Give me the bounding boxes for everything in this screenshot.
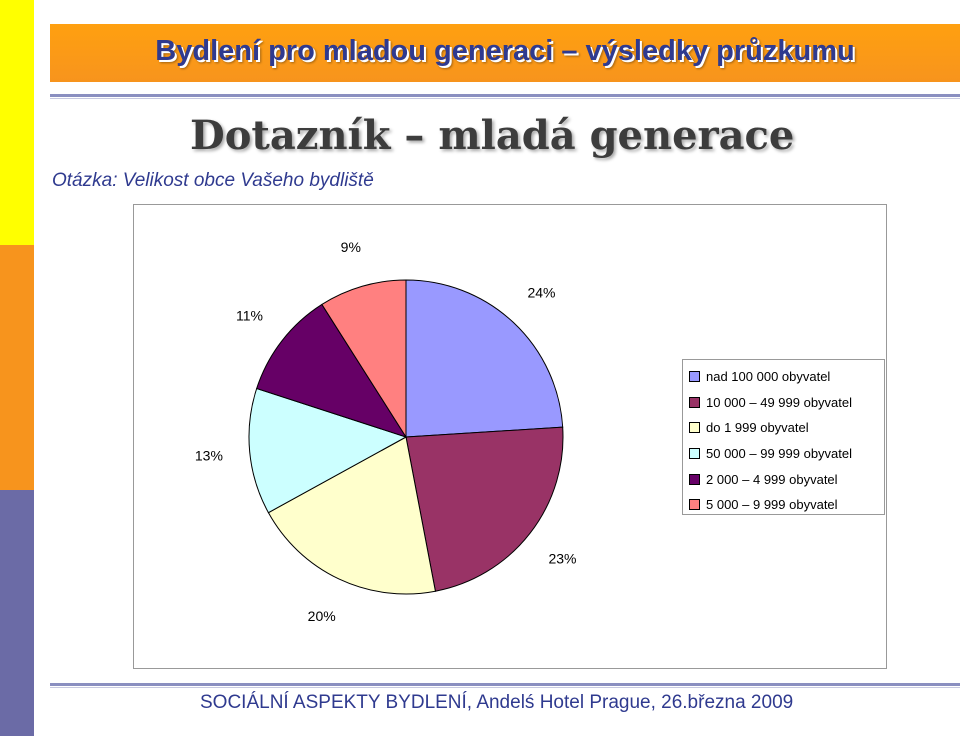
footer-text: SOCIÁLNÍ ASPEKTY BYDLENÍ, Andelś Hotel P… bbox=[200, 692, 794, 713]
legend-item-2: do 1 999 obyvatel bbox=[689, 415, 884, 441]
left-accent-blue bbox=[0, 490, 34, 736]
legend-swatch-5 bbox=[689, 499, 700, 511]
pie-slice-3 bbox=[248, 387, 408, 514]
pie-slice-label-0: 24% bbox=[527, 285, 555, 301]
pie-slice-5 bbox=[321, 279, 407, 439]
legend-swatch-1 bbox=[689, 396, 700, 408]
legend-swatch-2 bbox=[689, 422, 700, 434]
pie-slice-label-4: 11% bbox=[236, 308, 263, 324]
legend-label-2: do 1 999 obyvatel bbox=[706, 420, 809, 436]
legend-label-0: nad 100 000 obyvatel bbox=[706, 369, 831, 385]
pie-chart: 24% 23% 20% 13% 11% 9% bbox=[195, 239, 577, 624]
pie-slice-label-1: 23% bbox=[548, 550, 576, 566]
legend-label-1: 10 000 – 49 999 obyvatel bbox=[706, 394, 853, 410]
slide-title: Dotazník – mladá generace bbox=[190, 112, 795, 159]
pie-slice-4 bbox=[256, 303, 408, 438]
legend-item-4: 2 000 – 4 999 obyvatel bbox=[689, 466, 884, 492]
left-accent-yellow bbox=[0, 0, 34, 245]
footer-divider bbox=[50, 683, 960, 686]
legend-item-0: nad 100 000 obyvatel bbox=[689, 364, 884, 390]
pie-slice-0 bbox=[405, 279, 564, 438]
header-divider bbox=[50, 94, 960, 97]
chart-legend: nad 100 000 obyvatel 10 000 – 49 999 obyv… bbox=[682, 359, 885, 515]
legend-item-1: 10 000 – 49 999 obyvatel bbox=[689, 390, 884, 416]
header-divider-thin bbox=[50, 98, 960, 99]
pie-slice-label-5: 9% bbox=[341, 239, 361, 255]
legend-label-4: 2 000 – 4 999 obyvatel bbox=[706, 471, 838, 487]
header-band bbox=[50, 24, 960, 82]
legend-swatch-4 bbox=[689, 473, 700, 485]
legend-label-3: 50 000 – 99 999 obyvatel bbox=[706, 446, 853, 462]
pie-slice-label-2: 20% bbox=[308, 608, 336, 624]
left-accent-orange bbox=[0, 245, 34, 490]
legend-item-5: 5 000 – 9 999 obyvatel bbox=[689, 492, 884, 518]
legend-label-5: 5 000 – 9 999 obyvatel bbox=[706, 497, 838, 513]
header-title: Bydlení pro mladou generaci – výsledky p… bbox=[155, 34, 855, 67]
legend-item-3: 50 000 – 99 999 obyvatel bbox=[689, 441, 884, 467]
footer-divider-thin bbox=[50, 687, 960, 688]
legend-swatch-3 bbox=[689, 448, 700, 460]
pie-slice-label-3: 13% bbox=[195, 448, 223, 464]
pie-slice-2 bbox=[267, 436, 437, 595]
question-text: Otázka: Velikost obce Vašeho bydliště bbox=[52, 170, 374, 191]
pie-slice-1 bbox=[405, 426, 564, 592]
legend-swatch-0 bbox=[689, 371, 700, 383]
pie-chart-frame: 24% 23% 20% 13% 11% 9% nad 100 000 obyvatel 10… bbox=[133, 204, 887, 669]
